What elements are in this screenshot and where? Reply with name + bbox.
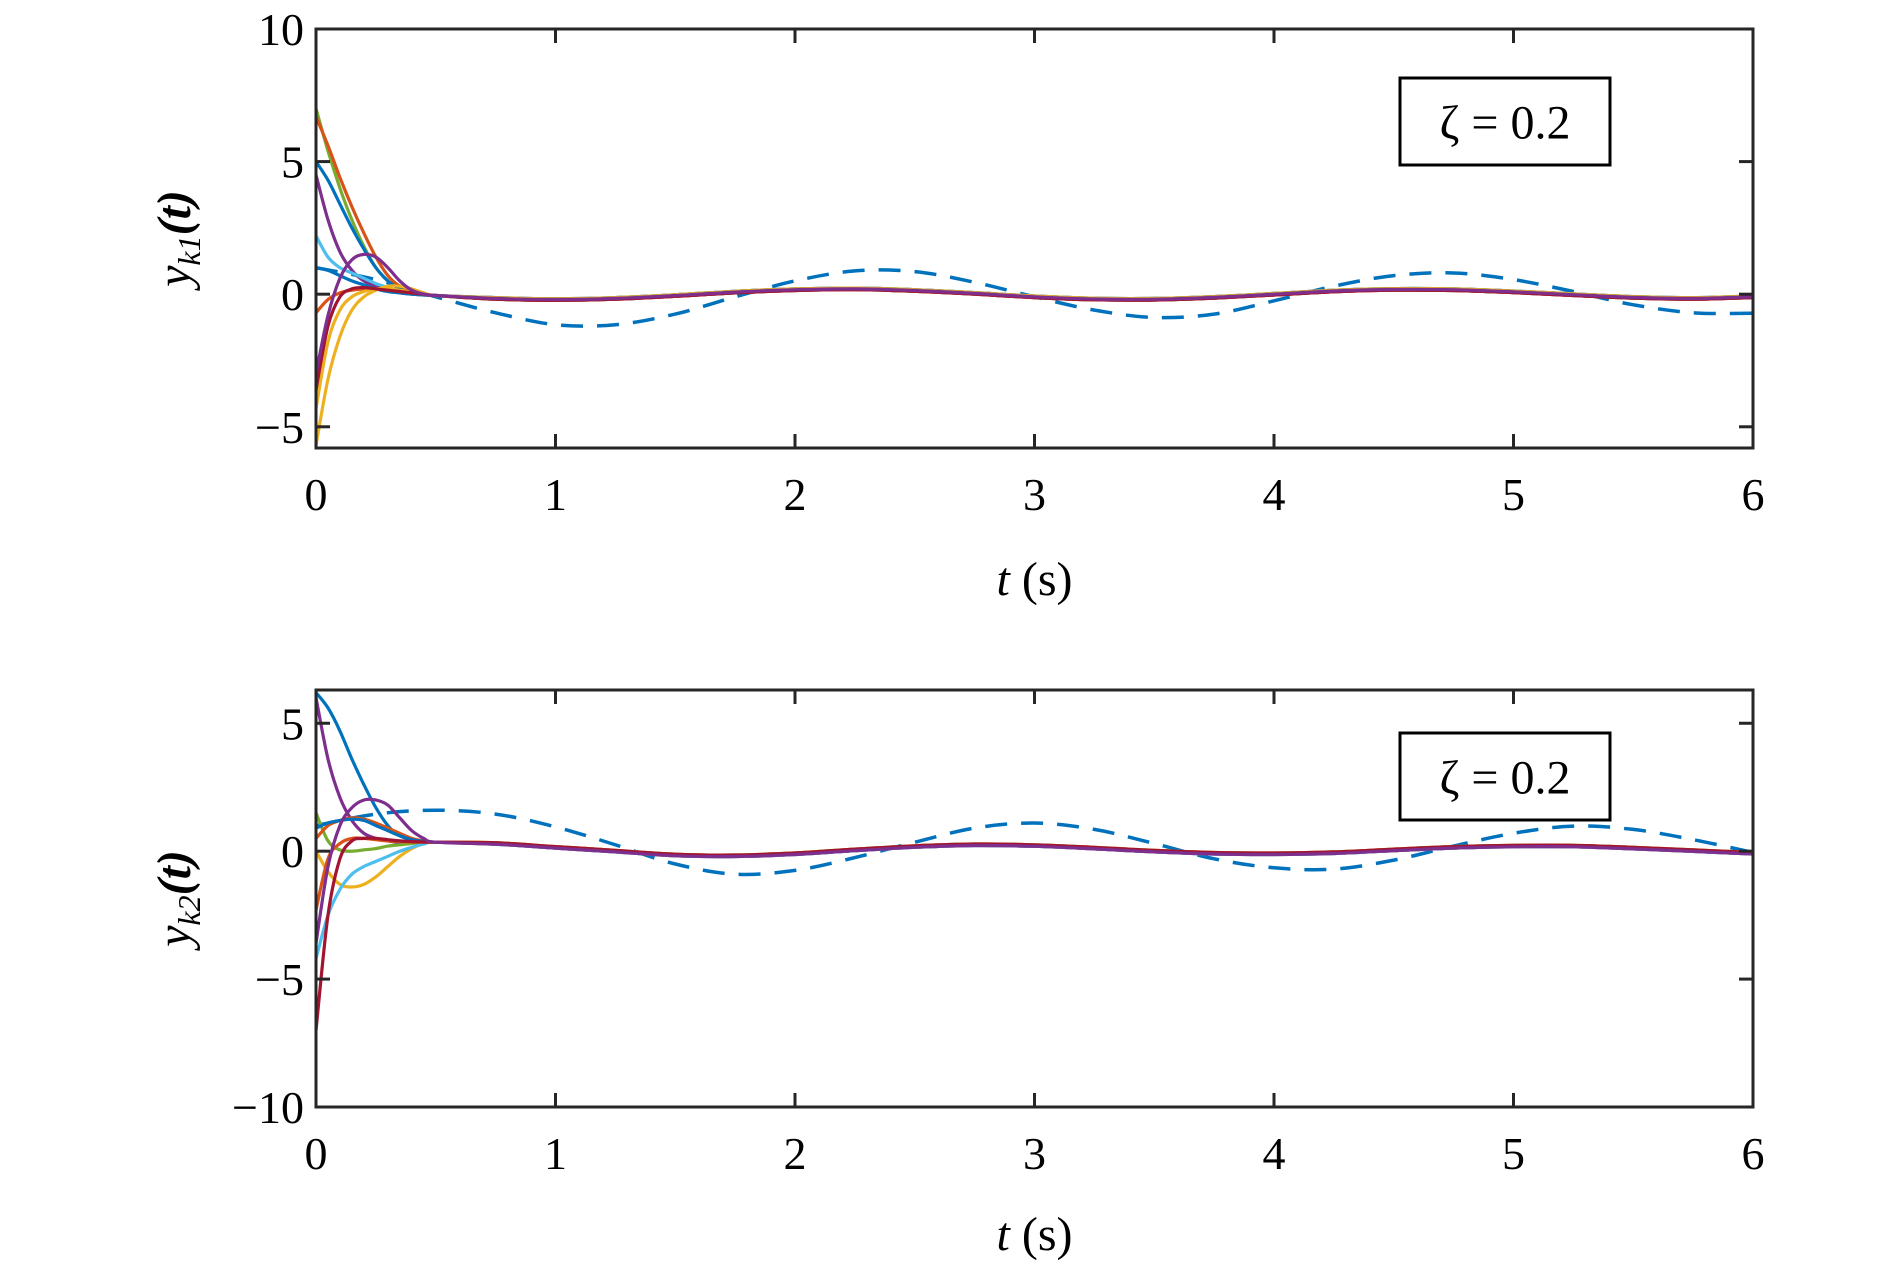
series-line-6 xyxy=(316,840,1753,889)
x-tick-label: 4 xyxy=(1263,1128,1286,1179)
series-line-3 xyxy=(316,160,1753,301)
x-tick-label: 4 xyxy=(1263,469,1286,520)
x-tick-label: 0 xyxy=(305,1128,328,1179)
x-tick-label: 6 xyxy=(1742,1128,1765,1179)
x-axis-label: t (s) xyxy=(997,1208,1073,1261)
series-line-4 xyxy=(316,174,1753,302)
y-axis-label-arg: (t) xyxy=(148,190,201,235)
y-tick-label: −5 xyxy=(255,402,304,453)
x-tick-label: 1 xyxy=(544,1128,567,1179)
subplot-2: 0 1 2 3 4 5 6 −10 −5 0 5 t (s) yk2(t) ζ = 0.2 xyxy=(148,688,1765,1261)
series-line-7 xyxy=(316,840,1753,960)
y-tick-label: −5 xyxy=(255,954,304,1005)
x-axis-label-var: t xyxy=(997,1208,1012,1261)
y-tick-label: 5 xyxy=(281,137,304,188)
x-tick-label: 5 xyxy=(1502,1128,1525,1179)
x-tick-label: 3 xyxy=(1023,469,1046,520)
legend-box xyxy=(1398,76,1612,167)
plot-lines xyxy=(316,108,1753,446)
y-axis-label: yk2(t) xyxy=(148,850,207,952)
y-tick-label: 5 xyxy=(281,698,304,749)
x-tick-label: 1 xyxy=(544,469,567,520)
series-line-8 xyxy=(316,284,1753,446)
y-tick-label: −10 xyxy=(232,1082,304,1133)
x-tick-label: 0 xyxy=(305,469,328,520)
reference-line-dashed xyxy=(316,808,1753,877)
series-line-8 xyxy=(316,836,1753,911)
x-axis-label-unit: (s) xyxy=(1010,1208,1073,1261)
y-axis-label-main: y xyxy=(148,265,201,292)
plot-lines xyxy=(316,691,1753,1031)
y-tick-label: 0 xyxy=(281,269,304,320)
series-line-11 xyxy=(316,252,1753,375)
y-axis-label: yk1(t) xyxy=(148,190,207,292)
x-tick-label: 2 xyxy=(784,469,807,520)
x-tick-label: 3 xyxy=(1023,1128,1046,1179)
series-line-10 xyxy=(316,285,1753,390)
legend-text: ζ = 0.2 xyxy=(1440,752,1571,805)
y-tick-label: 10 xyxy=(258,4,304,55)
legend-box xyxy=(1398,731,1612,822)
series-line-10 xyxy=(316,797,1753,944)
legend-text: ζ = 0.2 xyxy=(1440,97,1571,150)
series-line-9 xyxy=(316,836,1753,1031)
x-axis-label-var: t xyxy=(997,553,1012,606)
x-tick-label: 5 xyxy=(1502,469,1525,520)
x-axis-label-unit: (s) xyxy=(1010,553,1073,606)
series-line-5 xyxy=(316,235,1753,302)
series-line-9 xyxy=(316,286,1753,409)
y-axis-label-main: y xyxy=(148,925,201,952)
y-axis-label-arg: (t) xyxy=(148,850,201,895)
y-axis-label-sub: k2 xyxy=(171,895,207,925)
x-axis-label: t (s) xyxy=(997,553,1073,606)
x-tick-label: 2 xyxy=(784,1128,807,1179)
y-tick-label: 0 xyxy=(281,826,304,877)
y-axis-label-sub: k1 xyxy=(171,235,207,265)
x-tick-label: 6 xyxy=(1742,469,1765,520)
